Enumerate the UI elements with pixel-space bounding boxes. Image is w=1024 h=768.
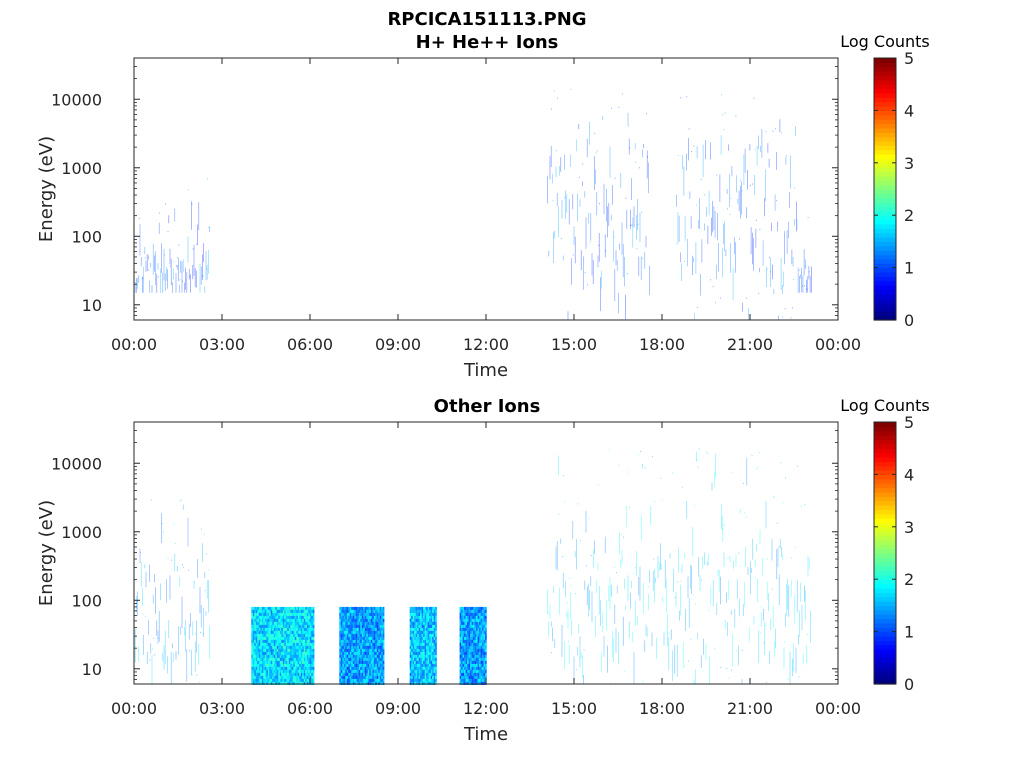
x-tick-label: 06:00 [287,699,333,718]
x-tick-label: 15:00 [551,335,597,354]
colorbar-tick-label: 1 [904,259,914,278]
spectrogram-segment [251,606,315,685]
panel-title: H+ He++ Ions [416,32,559,53]
y-tick-label: 1000 [61,159,102,178]
x-tick-label: 03:00 [199,699,245,718]
colorbar-tick-label: 2 [904,206,914,225]
spectrogram-segment [409,606,437,685]
colorbar-tick-label: 5 [904,413,914,432]
y-tick-label: 10000 [51,454,102,473]
colorbar-tick-label: 3 [904,518,914,537]
plot-frame [133,57,839,321]
colorbar-label: Log Counts [840,396,930,415]
spectrogram-segment [133,499,210,684]
x-axis-label: Time [463,724,508,745]
y-tick-label: 100 [71,591,102,610]
figure-title: RPCICA151113.PNG [387,9,586,30]
colorbar-tick-label: 2 [904,570,914,589]
panel-other-ions: Other Ions 00:00 03:00 06:00 09:00 12:00 15:0… [36,396,930,745]
spectrogram-segment [547,88,650,320]
x-tick-label: 21:00 [727,699,773,718]
y-tick-label: 10 [82,660,102,679]
spectrogram [133,448,811,686]
spectrogram-segment [133,178,210,293]
x-axis: 00:00 03:00 06:00 09:00 12:00 15:00 18:00 21:00… [111,422,861,718]
y-tick-label: 10 [82,296,102,315]
panel-title: Other Ions [434,396,541,417]
x-tick-label: 18:00 [639,335,685,354]
x-tick-label: 21:00 [727,335,773,354]
x-tick-label: 12:00 [463,335,509,354]
x-tick-label: 18:00 [639,699,685,718]
x-axis: 00:00 03:00 06:00 09:00 12:00 15:00 18:00 21:00… [111,58,861,354]
colorbar-tick-label: 1 [904,623,914,642]
x-tick-label: 06:00 [287,335,333,354]
y-axis: 10 100 1000 10000 [51,57,838,321]
y-axis: 10 100 1000 10000 [51,421,838,685]
y-tick-label: 1000 [61,523,102,542]
colorbar-tick-label: 0 [904,675,914,694]
spectrogram-segment [547,448,811,686]
panel-h-he-ions: H+ He++ Ions 00:00 03:00 06:00 09:00 12:00 15… [36,32,930,381]
x-tick-label: 00:00 [815,335,861,354]
colorbar-tick-label: 5 [904,49,914,68]
x-tick-label: 15:00 [551,699,597,718]
x-tick-label: 03:00 [199,335,245,354]
colorbar-tick-label: 4 [904,101,914,120]
colorbar-tick-label: 4 [904,465,914,484]
x-tick-label: 09:00 [375,335,421,354]
colorbar-tick-label: 0 [904,311,914,330]
spectrogram-segment [796,216,812,293]
y-axis-label: Energy (eV) [36,136,57,242]
y-tick-label: 100 [71,227,102,246]
colorbar: 0 1 2 3 4 5 [873,413,914,694]
colorbar-tick-label: 3 [904,154,914,173]
x-tick-label: 09:00 [375,699,421,718]
x-tick-label: 00:00 [111,699,157,718]
x-tick-label: 00:00 [111,335,157,354]
spectrogram-segment [676,94,798,320]
x-axis-label: Time [463,360,508,381]
colorbar-label: Log Counts [840,32,930,51]
y-axis-label: Energy (eV) [36,500,57,606]
colorbar: 0 1 2 3 4 5 [873,49,914,330]
y-tick-label: 10000 [51,90,102,109]
spectrogram [133,88,812,320]
x-tick-label: 12:00 [463,699,509,718]
spectrogram-segment [459,606,487,685]
x-tick-label: 00:00 [815,699,861,718]
spectrogram-segment [339,606,385,685]
